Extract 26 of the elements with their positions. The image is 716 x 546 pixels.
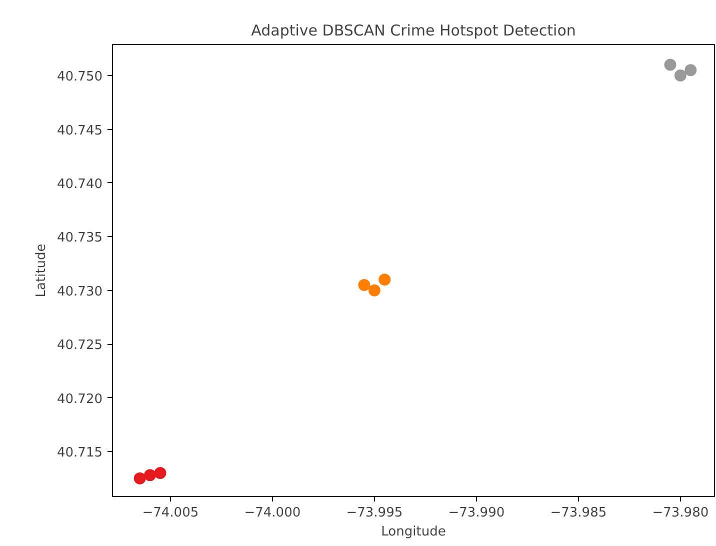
x-tick-label: −73.990 xyxy=(448,506,505,520)
point xyxy=(134,472,146,484)
y-tick-label: 40.725 xyxy=(57,338,103,354)
x-tick-label: −74.000 xyxy=(244,506,301,520)
chart-title: Adaptive DBSCAN Crime Hotspot Detection xyxy=(251,22,576,40)
y-axis-title: Latitude xyxy=(34,244,50,298)
point xyxy=(674,70,686,82)
point xyxy=(368,284,380,296)
y-tick-label: 40.720 xyxy=(57,392,103,407)
point xyxy=(358,279,370,291)
y-tick-label: 40.735 xyxy=(57,230,103,246)
point xyxy=(664,58,676,71)
point xyxy=(144,469,156,482)
point xyxy=(378,274,391,286)
y-tick-label: 40.715 xyxy=(57,445,103,460)
point xyxy=(154,466,166,479)
x-tick-label: −73.985 xyxy=(550,506,607,520)
point xyxy=(684,64,697,76)
y-tick-label: 40.740 xyxy=(57,176,103,192)
y-tick-label: 40.730 xyxy=(57,284,103,300)
y-tick-label: 40.750 xyxy=(57,70,103,85)
x-tick-label: −73.980 xyxy=(652,506,709,520)
x-tick-label: −74.005 xyxy=(142,506,199,520)
y-tick-label: 40.745 xyxy=(57,123,103,138)
x-axis-title: Longitude xyxy=(381,524,446,540)
x-tick-label: −73.995 xyxy=(346,506,403,520)
